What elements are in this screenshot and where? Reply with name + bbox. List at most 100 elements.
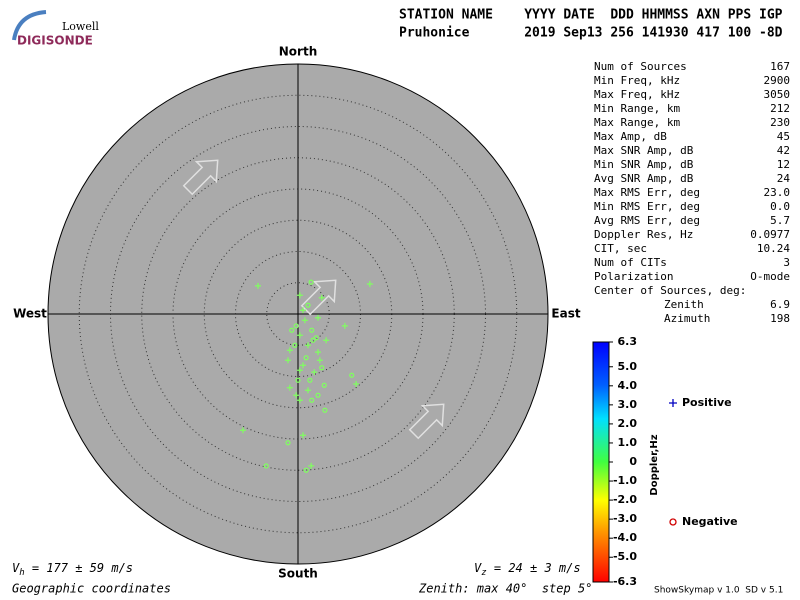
source-negative <box>295 377 301 383</box>
colorbar-tick-label: -1.0 <box>613 474 637 487</box>
source-negative <box>313 335 319 341</box>
stat-label: Min Range, km <box>594 102 680 115</box>
logo-swoosh <box>12 10 47 41</box>
version: ShowSkymap v 1.0 SD v 5.1 <box>654 586 783 596</box>
stat-label: CIT, sec <box>594 242 647 255</box>
source-negative <box>321 382 327 388</box>
source-positive <box>255 282 261 289</box>
coords-note: Geographic coordinates <box>12 582 171 596</box>
source-positive <box>296 292 303 299</box>
source-positive <box>305 342 311 349</box>
direction-label: North <box>279 45 317 59</box>
stat-value: 0.0977 <box>750 228 790 241</box>
stat-label: Num of CITs <box>594 256 667 269</box>
source-positive <box>366 281 373 287</box>
stat-label: Max Amp, dB <box>594 130 667 143</box>
legend-marker <box>669 518 677 526</box>
header-row: STATION NAME YYYY DATE DDD HHMMSS AXN PP… <box>399 8 783 23</box>
legend-negative: Negative <box>682 515 738 528</box>
colorbar-tick-label: -5.0 <box>613 550 637 563</box>
stat-label: Max SNR Amp, dB <box>594 144 694 157</box>
direction-label: South <box>278 567 318 581</box>
source-positive <box>305 387 311 394</box>
logo-bottom: DIGISONDE <box>17 34 93 48</box>
stat-label: Azimuth <box>664 312 710 325</box>
stat-label: Doppler Res, Hz <box>594 228 693 241</box>
stat-label: Zenith <box>664 298 704 311</box>
source-positive <box>316 357 323 364</box>
source-positive <box>296 397 303 404</box>
source-positive <box>286 384 293 391</box>
colorbar-tick-label: 6.3 <box>618 335 638 348</box>
colorbar-tick-label: -3.0 <box>613 512 637 525</box>
source-negative <box>292 342 298 348</box>
colorbar-tick-label: 3.0 <box>618 398 638 411</box>
logo-top: Lowell <box>62 20 99 33</box>
source-negative <box>263 463 269 469</box>
stat-value: 12 <box>777 158 790 171</box>
stat-label: Center of Sources, deg: <box>594 284 746 297</box>
header-row: Pruhonice 2019 Sep13 256 141930 417 100 … <box>399 26 783 41</box>
colorbar-tick-label: 2.0 <box>618 417 638 430</box>
stat-value: 24 <box>777 172 791 185</box>
source-negative <box>310 337 316 343</box>
legend-marker <box>669 399 677 407</box>
stat-value: 230 <box>770 116 790 129</box>
source-positive <box>240 427 246 434</box>
stat-label: Max Freq, kHz <box>594 88 680 101</box>
source-positive <box>301 317 308 324</box>
source-negative <box>319 365 325 371</box>
stat-label: Num of Sources <box>594 60 687 73</box>
direction-label: West <box>13 307 47 321</box>
colorbar-tick-label: 0 <box>629 455 637 468</box>
source-negative <box>285 440 291 446</box>
source-negative <box>349 372 355 378</box>
stat-label: Polarization <box>594 270 673 283</box>
stat-value: 212 <box>770 102 790 115</box>
source-negative <box>303 355 309 361</box>
stat-label: Max RMS Err, deg <box>594 186 700 199</box>
source-positive <box>296 367 303 374</box>
source-positive <box>293 392 300 399</box>
stat-value: O-mode <box>750 270 790 283</box>
stat-value: 3050 <box>764 88 791 101</box>
source-positive <box>315 349 321 356</box>
stat-value: 0.0 <box>770 200 790 213</box>
stat-value: 6.9 <box>770 298 790 311</box>
source-negative <box>305 302 311 308</box>
stat-value: 42 <box>777 144 790 157</box>
stat-value: 23.0 <box>764 186 791 199</box>
source-positive <box>286 347 293 354</box>
source-negative <box>322 407 328 413</box>
stat-label: Min SNR Amp, dB <box>594 158 694 171</box>
source-negative <box>308 279 314 285</box>
colorbar-tick-label: 1.0 <box>618 436 638 449</box>
stat-label: Avg RMS Err, deg <box>594 214 700 227</box>
colorbar-tick-label: -4.0 <box>613 531 637 544</box>
colorbar-tick-label: 5.0 <box>618 360 638 373</box>
source-positive <box>300 307 306 314</box>
source-positive <box>341 322 348 329</box>
source-negative <box>309 327 315 333</box>
stat-value: 2900 <box>764 74 791 87</box>
colorbar <box>592 341 610 583</box>
source-positive <box>308 462 315 469</box>
colorbar-tick-label: -2.0 <box>613 493 637 506</box>
velocity-h: Vh = 177 ± 59 m/s <box>12 561 133 578</box>
velocity-z: Vz = 24 ± 3 m/s <box>474 561 581 578</box>
stat-value: 198 <box>770 312 790 325</box>
stat-value: 167 <box>770 60 790 73</box>
source-positive <box>300 362 306 369</box>
source-positive <box>353 381 360 387</box>
source-positive <box>323 337 330 344</box>
colorbar-label: Doppler,Hz <box>649 434 660 495</box>
source-negative <box>315 392 321 398</box>
direction-label: East <box>551 307 580 321</box>
source-negative <box>289 327 295 333</box>
source-negative <box>303 467 309 473</box>
colorbar-tick-label: -6.3 <box>613 575 637 588</box>
source-positive <box>315 314 321 321</box>
legend-positive: Positive <box>682 396 732 409</box>
stat-value: 45 <box>777 130 790 143</box>
